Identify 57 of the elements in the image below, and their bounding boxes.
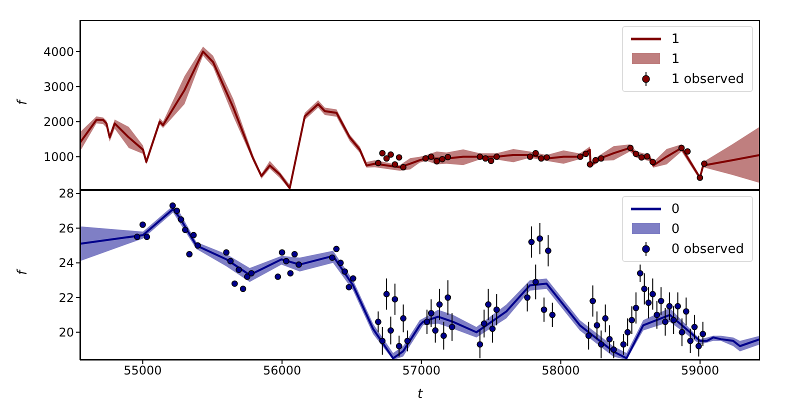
- point: [374, 160, 382, 166]
- point: [684, 148, 691, 155]
- text: 0: [671, 222, 680, 236]
- point: [482, 155, 489, 162]
- x-axis-title: t: [417, 387, 424, 400]
- x-tick-label: 59000: [680, 364, 720, 378]
- y-tick-label: 4000: [43, 44, 74, 59]
- point: [400, 164, 406, 170]
- point: [632, 150, 640, 158]
- x-tick-label: 56000: [262, 364, 302, 378]
- point: [701, 160, 708, 167]
- point: [392, 161, 398, 168]
- y-tick-label: 28: [58, 186, 74, 201]
- x-tick-label: 55000: [124, 364, 162, 378]
- legend-label: 1: [671, 52, 680, 66]
- point: [696, 174, 704, 181]
- point: [538, 155, 544, 162]
- x-tick-label: 57000: [402, 364, 440, 378]
- point: [582, 150, 590, 158]
- point: [650, 158, 656, 166]
- point: [493, 154, 500, 160]
- point: [428, 154, 434, 160]
- point: [444, 154, 452, 160]
- point: [383, 155, 390, 162]
- point: [577, 154, 584, 160]
- point: [598, 155, 604, 162]
- legend-label: 1 observed: [671, 72, 744, 86]
- point: [627, 144, 634, 152]
- y-tick-label: 2000: [43, 114, 74, 129]
- point: [586, 161, 594, 168]
- point: [592, 157, 599, 164]
- y-tick-label: 22: [58, 290, 74, 305]
- point: [644, 153, 650, 160]
- text: 1: [671, 32, 680, 46]
- point: [434, 158, 440, 164]
- legend-label: 0 observed: [671, 242, 744, 256]
- point: [439, 156, 446, 162]
- y-tick-label: 20: [58, 326, 74, 340]
- point: [532, 150, 539, 156]
- point: [388, 151, 394, 158]
- point: [396, 154, 402, 161]
- y-tick-label: 3000: [43, 80, 74, 94]
- point: [422, 155, 429, 162]
- y-axis-title: f: [16, 268, 31, 275]
- y-tick-label: 24: [58, 256, 74, 270]
- point: [488, 158, 494, 164]
- y-tick-label: 1000: [43, 150, 74, 164]
- point: [476, 154, 484, 160]
- point: [638, 154, 645, 161]
- point: [544, 154, 550, 161]
- y-axis-title: f: [16, 98, 31, 105]
- point: [379, 150, 386, 156]
- x-tick-label: 58000: [542, 364, 580, 378]
- point: [678, 144, 685, 152]
- y-tick-label: 26: [58, 221, 74, 236]
- legend-label: 0: [671, 202, 680, 216]
- point: [526, 154, 534, 160]
